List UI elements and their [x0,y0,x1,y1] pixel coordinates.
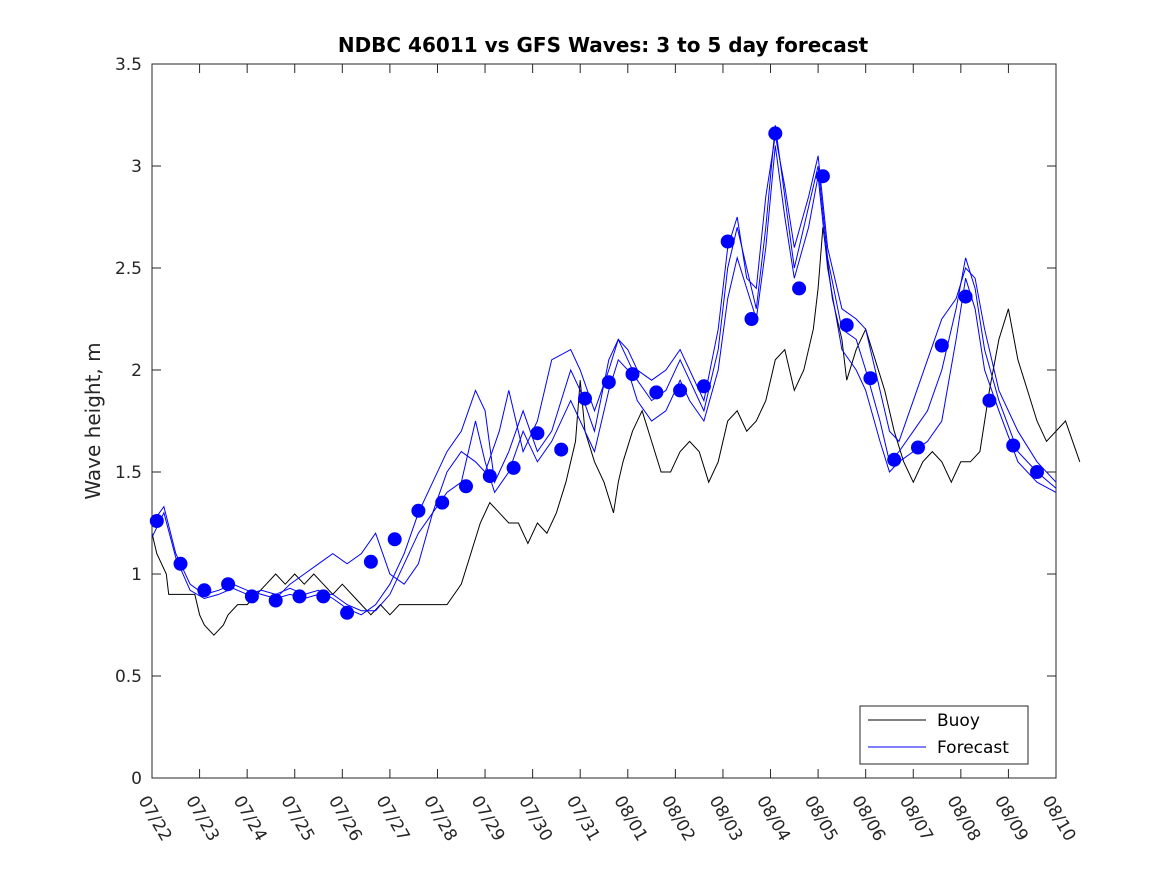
x-tick-label-6: 07/28 [419,793,461,845]
y-tick-label-2: 1 [131,565,142,585]
forecast-marker-29 [839,318,854,333]
forecast-marker-33 [934,338,949,353]
forecast-marker-15 [506,460,521,475]
x-tick-label-5: 07/27 [372,793,414,845]
x-tick-label-18: 08/09 [990,793,1032,845]
y-tick-label-4: 2 [131,361,142,381]
legend: Buoy Forecast [859,705,1029,765]
x-tick-label-4: 07/26 [324,793,366,845]
x-tick-label-9: 07/31 [562,793,604,845]
y-tick-label-1: 0.5 [115,667,142,687]
forecast-marker-21 [649,385,664,400]
x-tick-label-16: 08/07 [895,793,937,845]
chart-title: NDBC 46011 vs GFS Waves: 3 to 5 day fore… [338,33,869,57]
forecast-marker-18 [578,391,592,406]
forecast-marker-16 [530,426,545,441]
forecast-marker-26 [768,126,783,141]
forecast-marker-24 [720,234,735,249]
y-tick-label-5: 2.5 [115,259,142,279]
x-tick-label-17: 08/08 [943,793,985,845]
forecast-marker-20 [625,367,640,382]
buoy-line [151,227,1081,636]
forecast-marker-1 [173,556,188,571]
x-tick-label-10: 08/01 [609,793,651,845]
forecast-marker-10 [387,532,402,547]
forecast-marker-27 [792,281,807,296]
forecast-marker-14 [482,469,497,484]
x-tick-label-0: 07/22 [134,793,176,845]
forecast-marker-2 [197,583,212,598]
x-tick-label-12: 08/03 [705,793,747,845]
forecast-marker-12 [435,495,450,510]
forecast-marker-19 [601,375,616,390]
forecast-marker-36 [1006,438,1021,453]
forecast-marker-5 [268,593,283,608]
forecast-marker-37 [1030,465,1044,479]
legend-box [859,705,1029,765]
x-tick-label-14: 08/05 [800,793,842,845]
x-tick-label-2: 07/24 [229,793,271,845]
forecast-marker-28 [815,169,830,184]
x-tick-label-13: 08/04 [752,793,794,845]
y-tick-label-3: 1.5 [115,463,142,483]
forecast-marker-11 [411,503,426,518]
forecast-marker-4 [244,589,259,604]
x-tick-label-15: 08/06 [847,793,889,845]
forecast-marker-8 [340,605,355,620]
x-tick-label-11: 08/02 [657,793,699,845]
y-tick-label-7: 3.5 [115,55,142,75]
forecast-marker-34 [958,289,973,304]
y-tick-label-0: 0 [131,769,142,789]
forecast-marker-3 [221,577,236,592]
forecast-marker-30 [863,371,878,386]
legend-forecast-label: Forecast [937,738,1009,758]
series-layer [149,125,1081,636]
y-tick-label-6: 3 [131,157,142,177]
forecast-marker-0 [149,514,164,528]
x-tick-label-7: 07/29 [467,793,509,845]
x-tick-label-19: 08/10 [1038,793,1080,845]
forecast-marker-23 [696,379,711,394]
forecast-marker-32 [911,440,925,455]
forecast-marker-22 [673,383,688,398]
forecast-marker-31 [887,452,902,467]
plot-frame [151,63,1057,779]
forecast-marker-25 [744,312,759,326]
legend-buoy-label: Buoy [937,711,980,731]
forecast-marker-6 [292,589,307,604]
x-tick-label-3: 07/25 [276,793,318,845]
y-axis-label: Wave height, m [81,342,105,499]
forecast-line-3 [275,135,1057,599]
x-tick-label-8: 07/30 [514,793,556,845]
forecast-marker-17 [554,442,569,457]
x-tick-label-1: 07/23 [181,793,223,845]
forecast-marker-13 [459,479,473,494]
forecast-marker-35 [982,393,997,408]
forecast-marker-9 [363,554,378,569]
plot-area [151,63,1057,779]
forecast-marker-7 [316,589,331,604]
